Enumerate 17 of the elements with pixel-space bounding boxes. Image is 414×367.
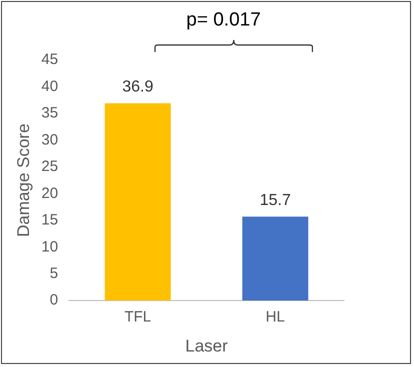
y-tick-label: 5 [50,265,58,282]
y-tick-label: 25 [41,158,58,176]
y-tick-label: 45 [41,51,58,68]
x-tick-label: TFL [124,308,152,326]
y-tick-label: 0 [50,292,58,309]
y-tick-label: 30 [41,131,58,148]
data-label: 15.7 [260,192,291,210]
y-tick-label: 35 [41,104,58,122]
x-tick-label: HL [266,308,285,326]
y-tick-label: 15 [41,212,58,229]
y-axis-title: Damage Score [14,124,33,237]
y-tick-label: 20 [41,184,58,202]
x-axis-title: Laser [185,336,228,356]
data-label: 36.9 [122,78,154,96]
y-tick-label: 40 [41,78,58,95]
y-tick-label: 10 [41,238,58,256]
text: p= 0.017 [186,10,261,31]
